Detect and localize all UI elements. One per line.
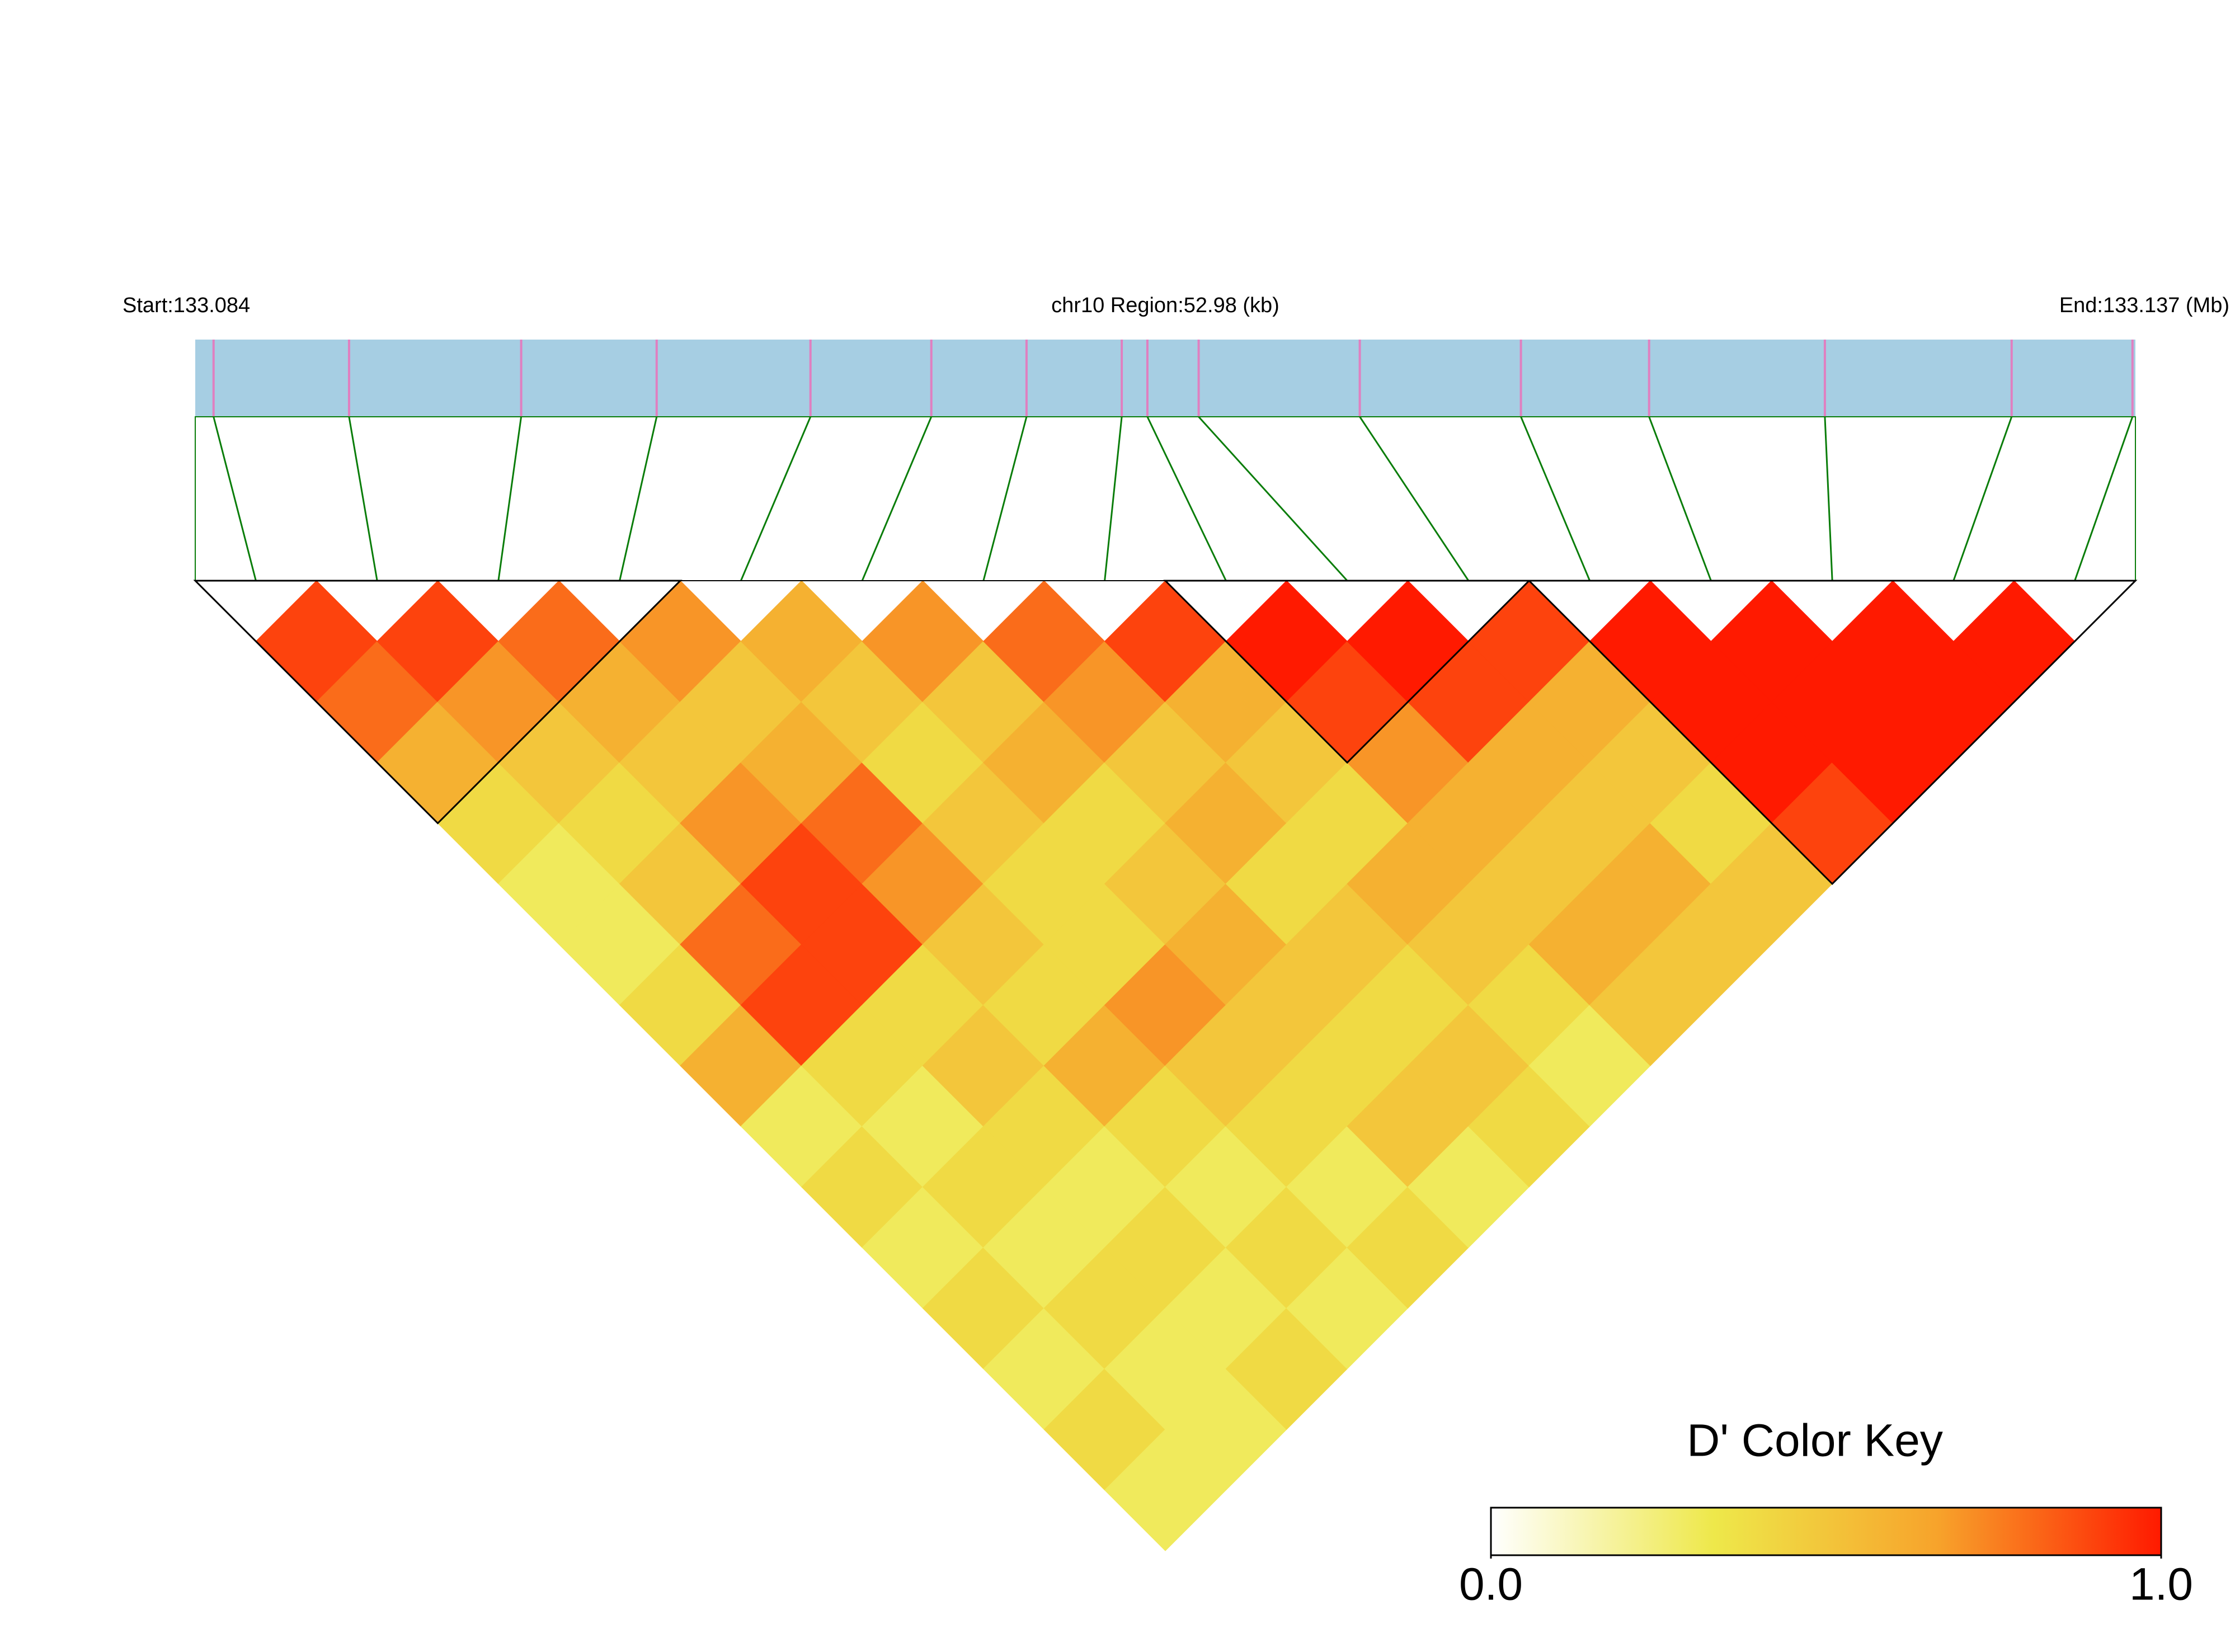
- snp-track: [195, 340, 2135, 417]
- snp-link: [1198, 416, 1348, 582]
- link-frame: [195, 416, 2136, 581]
- key-title: D' Color Key: [1687, 1415, 1943, 1466]
- key-tick-label: 1.0: [2129, 1559, 2193, 1610]
- snp-link: [1648, 416, 1712, 581]
- snp-link: [348, 416, 378, 581]
- snp-link: [1104, 416, 1123, 581]
- snp-link: [1520, 416, 1591, 581]
- snp-link: [861, 416, 933, 581]
- snp-link: [213, 416, 257, 581]
- end-label: End:133.137 (Mb): [2059, 294, 2229, 317]
- color-key: [1490, 1507, 2162, 1556]
- snp-link: [982, 416, 1028, 581]
- snp-link: [1824, 416, 1833, 581]
- snp-link: [1146, 416, 1227, 581]
- start-label: Start:133.084: [123, 294, 250, 317]
- snp-link: [619, 416, 658, 581]
- region-label: chr10 Region:52.98 (kb): [1051, 294, 1279, 317]
- snp-link: [2074, 416, 2134, 581]
- snp-link: [497, 416, 523, 581]
- snp-link: [1952, 416, 2013, 581]
- snp-link: [1359, 416, 1470, 581]
- key-tick-label: 0.0: [1459, 1559, 1523, 1610]
- snp-link: [740, 416, 812, 581]
